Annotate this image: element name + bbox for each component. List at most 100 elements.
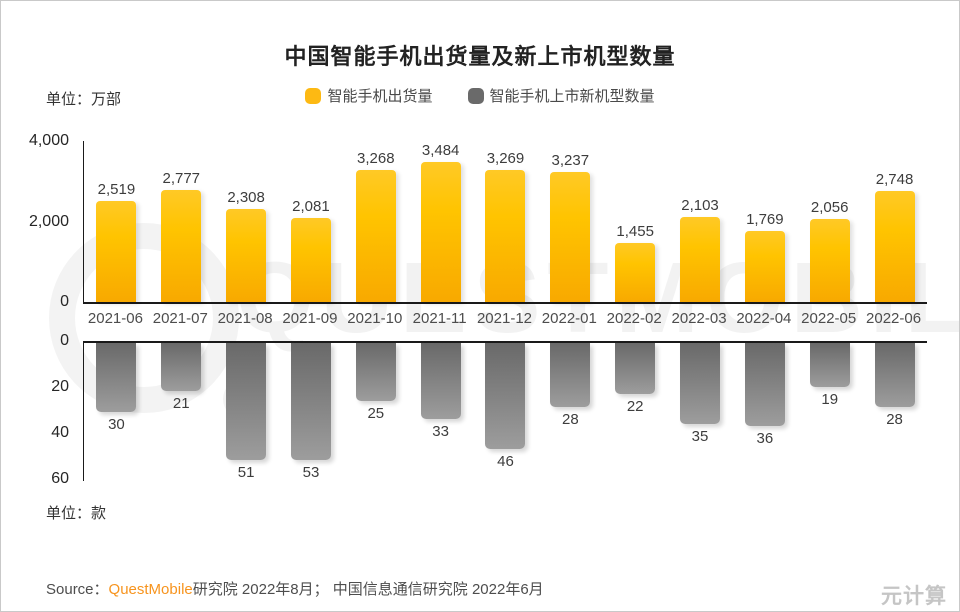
new-model-value-label: 22 — [627, 398, 644, 415]
y-axis-tick: 40 — [51, 424, 69, 442]
shipment-bar — [680, 217, 720, 302]
new-model-bar — [550, 343, 590, 407]
legend-item-shipments: 智能手机出货量 — [305, 85, 432, 106]
new-model-bar — [161, 343, 201, 391]
y-axis-tick: 0 — [60, 293, 69, 311]
new-model-value-label: 53 — [303, 464, 320, 481]
unit-label-bottom: 单位：款 — [46, 502, 106, 523]
shipment-bar-slot: 2,777 — [149, 141, 214, 302]
x-axis-label: 2022-02 — [602, 310, 667, 327]
shipment-bar-slot: 2,748 — [862, 141, 927, 302]
x-axis-label: 2022-03 — [667, 310, 732, 327]
y-axis-tick: 20 — [51, 378, 69, 396]
new-model-value-label: 35 — [692, 428, 709, 445]
shipment-value-label: 1,769 — [746, 211, 784, 228]
new-model-value-label: 33 — [432, 423, 449, 440]
shipment-bar — [96, 201, 136, 302]
shipments-chart: 2,519 2,777 2,308 2,081 3,268 3,484 3,269 3,237… — [83, 141, 927, 304]
shipment-bar — [226, 209, 266, 302]
shipment-bar-slot: 3,269 — [473, 141, 538, 302]
shipment-value-label: 2,081 — [292, 198, 330, 215]
shipment-bar — [485, 170, 525, 302]
legend-swatch-yellow — [305, 88, 321, 104]
new-model-bar-slot: 28 — [862, 343, 927, 481]
new-model-bar — [291, 343, 331, 460]
x-axis-label: 2021-08 — [213, 310, 278, 327]
new-model-value-label: 19 — [821, 391, 838, 408]
shipment-bar-slot: 3,268 — [343, 141, 408, 302]
shipment-bar-slot: 2,081 — [279, 141, 344, 302]
new-model-bar — [356, 343, 396, 401]
new-model-bar — [421, 343, 461, 419]
shipment-bar — [291, 218, 331, 302]
new-model-bar-slot: 22 — [603, 343, 668, 481]
new-models-y-axis: 0204060 — [1, 341, 69, 479]
x-axis-label: 2021-07 — [148, 310, 213, 327]
shipment-bar-slot: 2,103 — [668, 141, 733, 302]
shipments-y-axis: 4,0002,0000 — [1, 141, 69, 302]
legend-swatch-gray — [468, 88, 484, 104]
shipment-bar-slot: 1,455 — [603, 141, 668, 302]
legend: 智能手机出货量 智能手机上市新机型数量 — [1, 85, 959, 106]
source-prefix: Source： — [46, 581, 109, 598]
shipment-value-label: 1,455 — [616, 223, 654, 240]
shipment-value-label: 2,777 — [162, 170, 200, 187]
new-model-bar-slot: 21 — [149, 343, 214, 481]
shipment-value-label: 2,056 — [811, 199, 849, 216]
new-model-value-label: 21 — [173, 395, 190, 412]
shipment-bar — [615, 243, 655, 302]
shipment-value-label: 2,103 — [681, 197, 719, 214]
shipment-value-label: 3,484 — [422, 142, 460, 159]
new-model-bar-slot: 33 — [408, 343, 473, 481]
y-axis-tick: 60 — [51, 470, 69, 488]
new-model-value-label: 28 — [886, 411, 903, 428]
shipment-bar — [550, 172, 590, 302]
shipment-value-label: 2,519 — [98, 181, 136, 198]
shipment-bar — [810, 219, 850, 302]
shipment-bar — [745, 231, 785, 302]
new-model-bar — [96, 343, 136, 412]
x-axis-label: 2022-05 — [796, 310, 861, 327]
new-model-value-label: 30 — [108, 416, 125, 433]
x-axis-label: 2021-06 — [83, 310, 148, 327]
shipment-value-label: 2,748 — [876, 171, 914, 188]
legend-item-new-models: 智能手机上市新机型数量 — [468, 85, 655, 106]
new-model-bar — [226, 343, 266, 460]
new-model-bar-slot: 25 — [343, 343, 408, 481]
month-axis: 2021-062021-072021-082021-092021-102021-… — [83, 310, 926, 327]
shipment-bar-slot: 3,237 — [538, 141, 603, 302]
x-axis-label: 2021-09 — [278, 310, 343, 327]
new-model-bar — [875, 343, 915, 407]
new-model-value-label: 51 — [238, 464, 255, 481]
source-rest: 研究院 2022年8月； 中国信息通信研究院 2022年6月 — [193, 581, 544, 598]
y-axis-tick: 2,000 — [29, 213, 69, 231]
new-model-bar-slot: 51 — [214, 343, 279, 481]
new-model-bar — [810, 343, 850, 387]
x-axis-label: 2021-10 — [342, 310, 407, 327]
new-model-bar-slot: 28 — [538, 343, 603, 481]
shipment-value-label: 2,308 — [227, 189, 265, 206]
shipment-value-label: 3,268 — [357, 150, 395, 167]
new-model-value-label: 46 — [497, 453, 514, 470]
y-axis-tick: 4,000 — [29, 132, 69, 150]
new-model-bar — [745, 343, 785, 426]
new-model-bar — [615, 343, 655, 394]
legend-label-shipments: 智能手机出货量 — [327, 85, 432, 106]
x-axis-label: 2021-11 — [407, 310, 472, 327]
new-model-value-label: 36 — [757, 430, 774, 447]
new-model-bar-slot: 19 — [797, 343, 862, 481]
new-model-bar-slot: 36 — [732, 343, 797, 481]
shipment-bar — [875, 191, 915, 302]
shipment-bar-slot: 2,308 — [214, 141, 279, 302]
shipment-value-label: 3,237 — [552, 152, 590, 169]
x-axis-label: 2021-12 — [472, 310, 537, 327]
shipment-bar-slot: 3,484 — [408, 141, 473, 302]
shipment-bar-slot: 2,056 — [797, 141, 862, 302]
shipment-bar — [356, 170, 396, 302]
x-axis-label: 2022-04 — [731, 310, 796, 327]
new-model-bar-slot: 30 — [84, 343, 149, 481]
shipment-bar-slot: 2,519 — [84, 141, 149, 302]
shipment-bar-slot: 1,769 — [732, 141, 797, 302]
x-axis-label: 2022-01 — [537, 310, 602, 327]
source-line: Source：QuestMobile研究院 2022年8月； 中国信息通信研究院… — [46, 578, 544, 599]
